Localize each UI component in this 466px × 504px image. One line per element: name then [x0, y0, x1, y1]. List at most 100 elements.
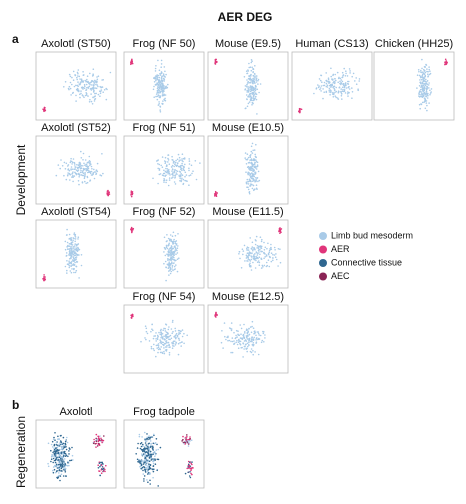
cell-dot: [95, 446, 97, 448]
cell-dot: [241, 248, 244, 250]
cell-dot: [75, 247, 78, 249]
cell-dot: [148, 340, 151, 342]
cell-dot: [256, 113, 258, 115]
cell-dot: [152, 470, 155, 473]
cell-dot: [339, 77, 342, 80]
cell-dot: [55, 174, 58, 177]
cell-dot: [162, 100, 164, 102]
cell-dot: [76, 71, 79, 74]
cell-dot: [328, 91, 331, 93]
cell-dot: [248, 78, 251, 81]
cell-dot: [130, 62, 132, 64]
cell-dot: [341, 71, 344, 74]
cell-dot: [264, 246, 267, 249]
cell-dot: [171, 164, 174, 167]
scatter-panel: [207, 304, 289, 374]
cell-dot: [347, 95, 349, 97]
cell-dot: [425, 100, 428, 102]
cell-dot: [245, 70, 248, 72]
cell-dot: [151, 445, 154, 448]
cell-dot: [82, 152, 85, 155]
cell-dot: [101, 153, 103, 155]
cell-dot: [68, 88, 70, 91]
cell-dot: [84, 180, 86, 183]
cell-dot: [336, 71, 339, 74]
cell-dot: [334, 81, 336, 83]
cell-dot: [223, 322, 226, 324]
cell-dot: [318, 78, 321, 80]
cell-dot: [347, 80, 349, 83]
cell-dot: [168, 266, 170, 268]
cell-dot: [189, 471, 191, 473]
cell-dot: [130, 190, 133, 192]
cell-dot: [358, 80, 361, 82]
cell-dot: [165, 279, 167, 282]
cell-dot: [178, 257, 180, 260]
cell-dot: [256, 331, 259, 333]
cell-dot: [93, 83, 95, 85]
cell-dot: [319, 87, 322, 89]
cell-dot: [249, 326, 252, 328]
cell-dot: [131, 314, 133, 317]
cell-dot: [259, 83, 262, 85]
cell-dot: [97, 435, 99, 438]
cell-dot: [248, 327, 250, 330]
cell-dot: [183, 342, 185, 345]
panel-title: Axolotl: [59, 406, 92, 418]
cell-dot: [56, 449, 58, 452]
cell-dot: [340, 91, 342, 94]
cell-dot: [152, 459, 155, 461]
cell-dot: [160, 328, 162, 331]
cell-dot: [423, 68, 425, 71]
cell-dot: [425, 92, 428, 94]
cell-dot: [86, 81, 89, 83]
cell-dot: [171, 264, 174, 267]
cell-dot: [251, 82, 254, 84]
cell-dot: [420, 78, 423, 81]
cell-dot: [74, 249, 76, 251]
cell-dot: [84, 164, 86, 166]
cell-dot: [256, 88, 259, 91]
cell-dot: [351, 91, 354, 93]
cell-dot: [92, 81, 95, 83]
cell-dot: [71, 92, 74, 94]
cell-dot: [144, 337, 146, 339]
cell-dot: [244, 345, 246, 348]
cell-dot: [181, 335, 184, 338]
cell-dot: [85, 163, 88, 166]
legend-swatch: [319, 232, 327, 240]
cell-dot: [165, 337, 168, 340]
cell-dot: [144, 456, 147, 459]
cell-dot: [91, 174, 94, 176]
cell-dot: [330, 83, 333, 86]
cell-dot: [182, 168, 185, 171]
cell-dot: [63, 451, 65, 453]
cell-dot: [59, 475, 62, 477]
cell-dot: [53, 447, 55, 450]
cell-dot: [422, 77, 424, 79]
cell-dot: [156, 458, 159, 461]
cell-dot: [69, 75, 72, 78]
cell-dot: [156, 86, 159, 88]
cell-dot: [245, 329, 248, 332]
cell-dot: [160, 164, 162, 167]
cell-dot: [163, 172, 166, 175]
cell-dot: [251, 172, 253, 174]
cell-dot: [68, 262, 70, 265]
cell-dot: [163, 169, 165, 172]
cell-dot: [300, 108, 303, 111]
cell-dot: [156, 334, 159, 337]
cell-dot: [317, 84, 319, 86]
cell-dot: [69, 254, 71, 257]
cell-dot: [426, 97, 429, 99]
cell-dot: [247, 80, 249, 83]
cell-dot: [177, 353, 180, 356]
cell-dot: [429, 89, 431, 92]
cell-dot: [82, 81, 84, 83]
cell-dot: [158, 101, 160, 103]
cell-dot: [73, 271, 75, 274]
cell-dot: [174, 330, 177, 332]
cell-dot: [72, 253, 75, 256]
cell-dot: [186, 438, 188, 441]
cell-dot: [319, 79, 322, 82]
